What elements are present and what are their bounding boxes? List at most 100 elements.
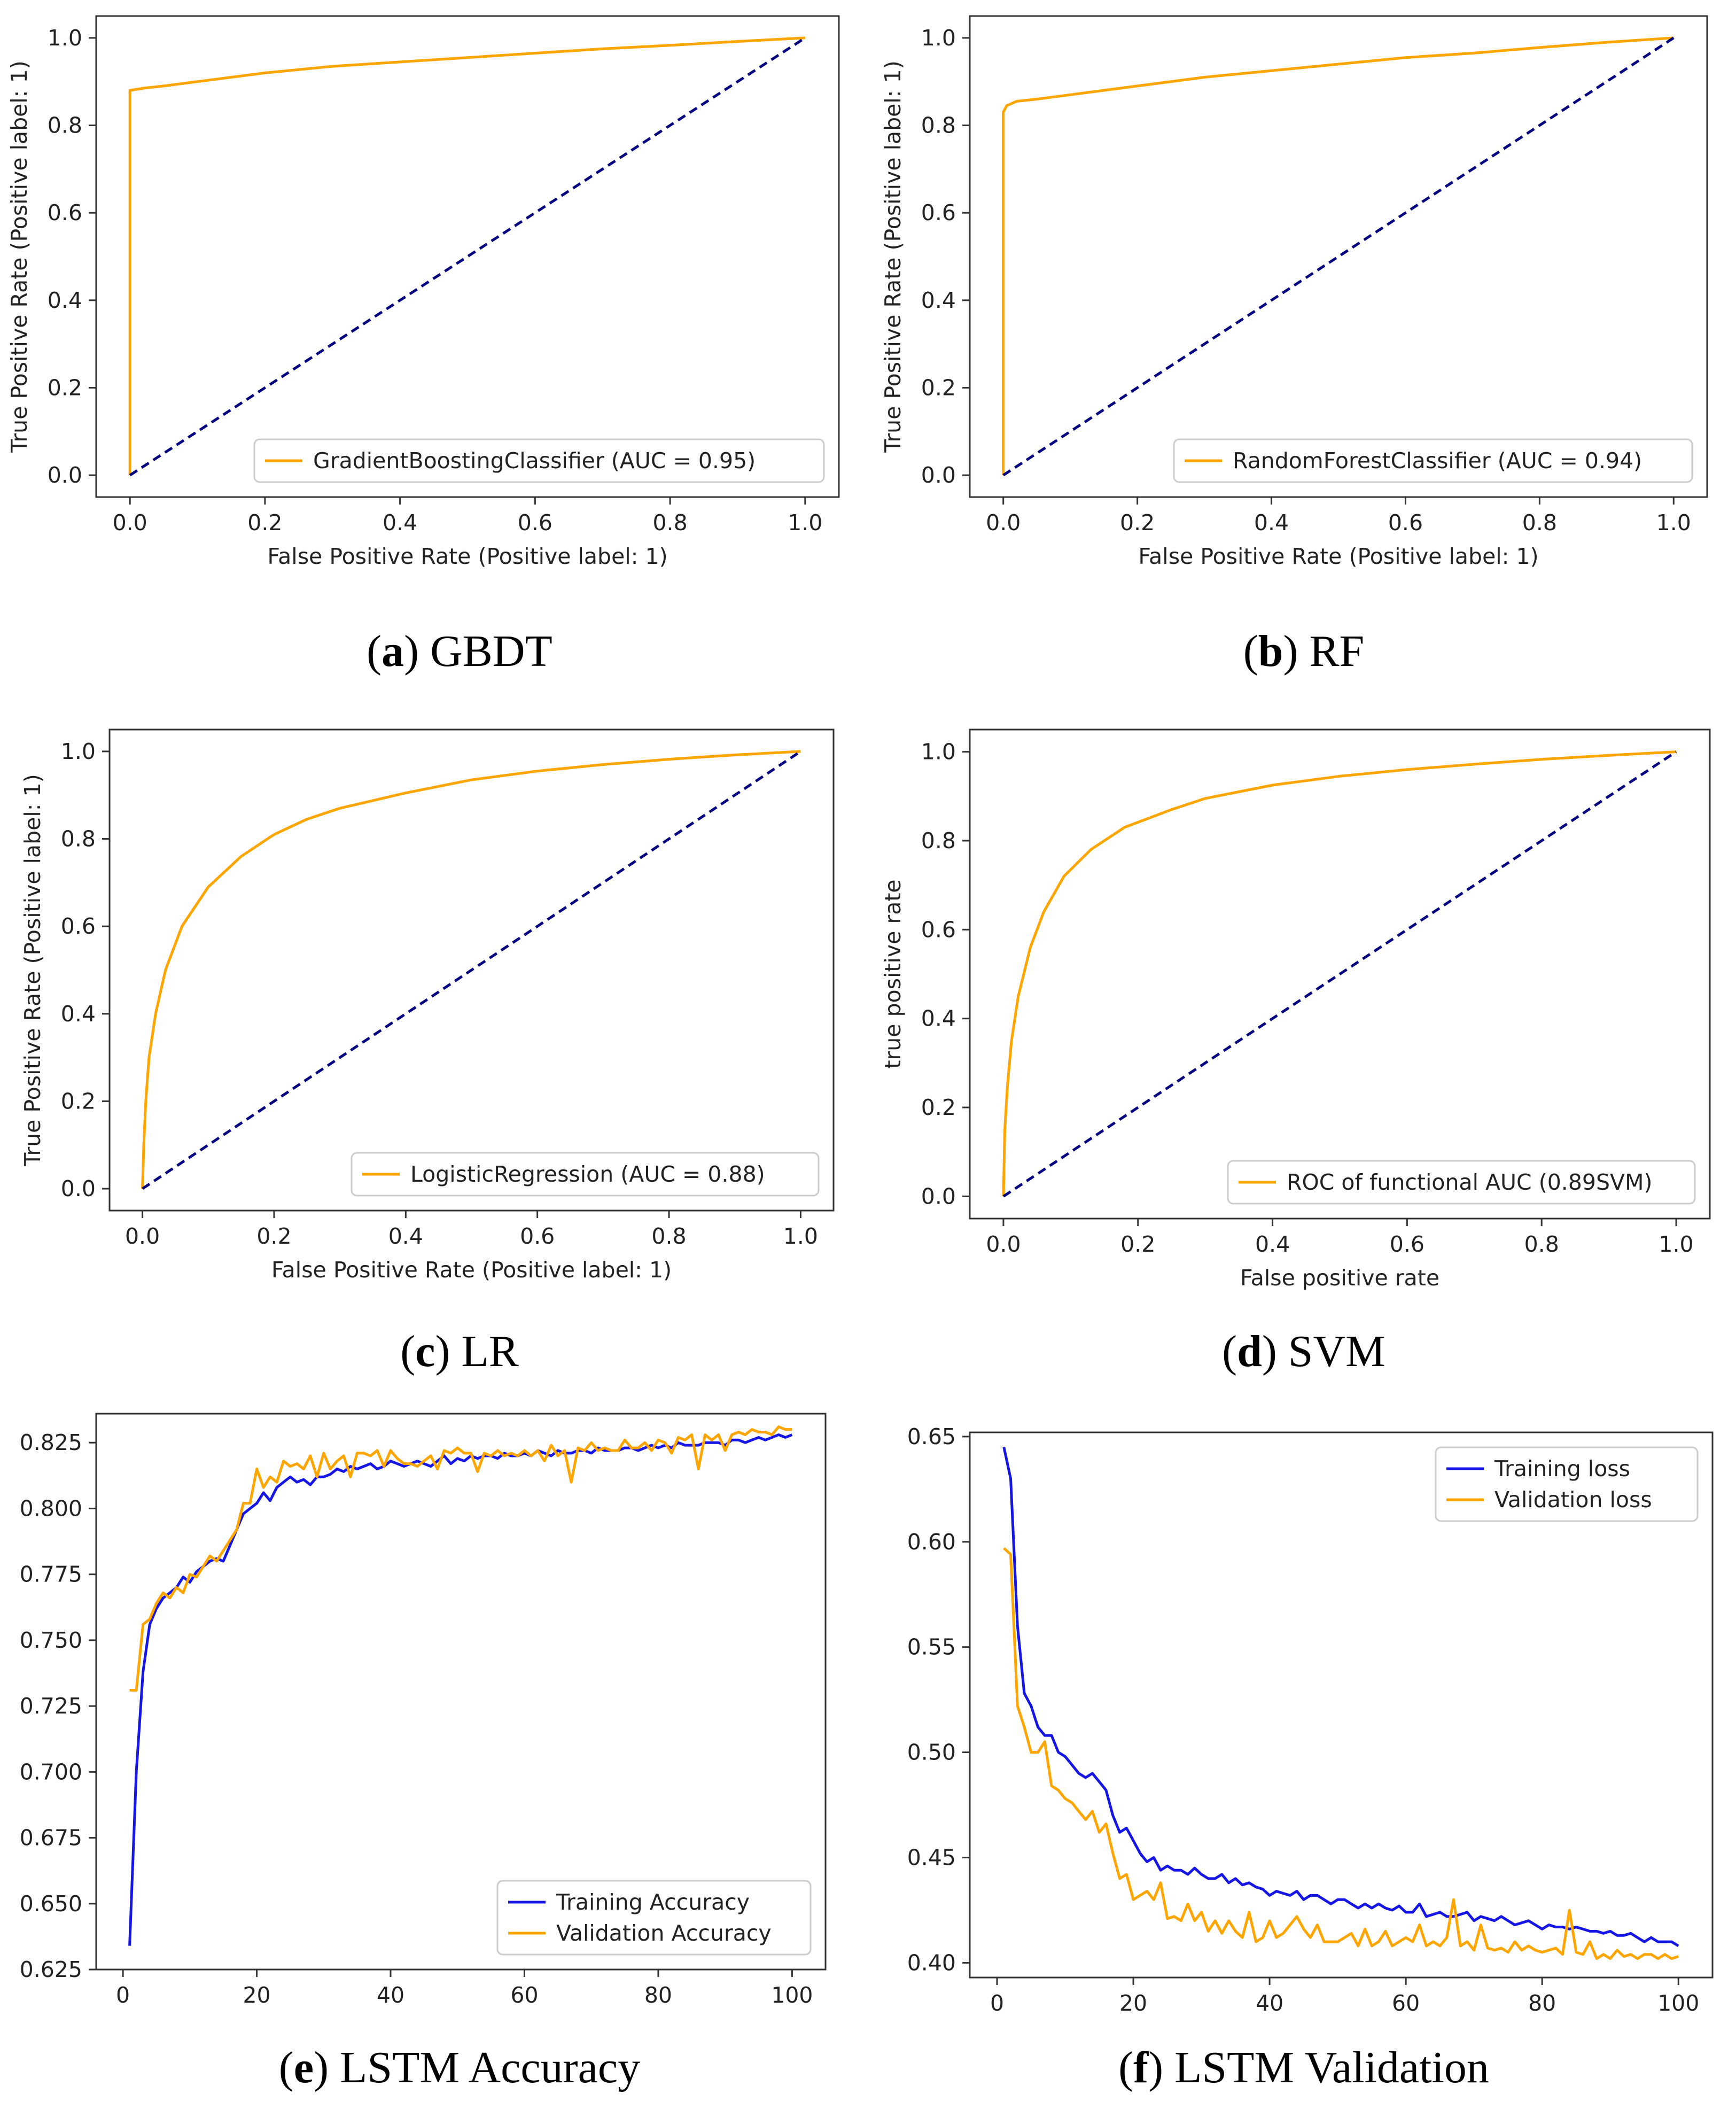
legend-box <box>253 438 825 483</box>
x-axis-label: False Positive Rate (Positive label: 1) <box>267 544 667 569</box>
legend-box <box>351 1152 820 1197</box>
x-tick-label: 0.0 <box>986 510 1021 536</box>
legend-box <box>496 1880 812 1956</box>
plot-frame <box>969 15 1708 498</box>
x-tick-label: 0.4 <box>388 1223 423 1249</box>
y-tick-label: 0.650 <box>20 1891 82 1917</box>
y-tick-label: 0.50 <box>907 1740 956 1765</box>
y-tick-label: 1.0 <box>921 739 956 765</box>
x-tick-label: 1.0 <box>1656 510 1691 536</box>
legend-label: Training loss <box>1494 1456 1630 1482</box>
x-tick-label: 0.4 <box>1255 1231 1290 1257</box>
lstm-accuracy-chart: 0 20 40 60 80 100 0.625 0.650 0.675 0.700 0.725 0.7… <box>20 1413 827 2008</box>
y-tick-label: 0.800 <box>20 1495 82 1521</box>
legend-box <box>1173 438 1693 483</box>
series-line-randomforestclassifier-auc-0-94 <box>1002 36 1674 476</box>
chart-panel-c: 0.0 0.2 0.4 0.6 0.8 1.0 0.0 0.2 0.4 0.6 0.8 1.0 Fals… <box>0 716 866 1299</box>
y-tick-label: 0.2 <box>921 1095 956 1120</box>
x-tick-label: 0.2 <box>1120 1231 1155 1257</box>
x-tick-label: 80 <box>1528 1990 1556 2016</box>
roc-chart-gbdt: 0.0 0.2 0.4 0.6 0.8 1.0 0.0 0.2 0.4 0.6 0.8 1.0 Fals… <box>6 15 840 569</box>
y-tick-label: 0.825 <box>20 1430 82 1455</box>
y-tick-label: 1.0 <box>921 25 956 51</box>
y-tick-label: 0.0 <box>61 1176 96 1201</box>
y-tick-label: 0.0 <box>921 462 956 488</box>
y-tick-label: 0.700 <box>20 1759 82 1785</box>
y-tick-label: 0.2 <box>48 375 82 400</box>
y-tick-label: 0.6 <box>61 913 96 939</box>
series-line-chance <box>1002 750 1677 1198</box>
x-tick-label: 20 <box>243 1982 270 2008</box>
chart-panel-e: 0 20 40 60 80 100 0.625 0.650 0.675 0.700 0.725 0.7… <box>0 1400 866 2020</box>
series-line-chance <box>1002 36 1675 477</box>
x-tick-label: 0 <box>116 1982 130 2008</box>
series-line-gradientboostingclassifier-auc-0-95 <box>128 36 805 476</box>
x-tick-label: 0.8 <box>1524 1231 1559 1257</box>
y-axis-label: true positive rate <box>880 879 906 1068</box>
y-tick-label: 0.4 <box>61 1001 96 1027</box>
x-tick-label: 0.2 <box>256 1223 291 1249</box>
roc-chart-rf: 0.0 0.2 0.4 0.6 0.8 1.0 0.0 0.2 0.4 0.6 0.8 1.0 Fals… <box>880 15 1708 569</box>
series-line-validation-accuracy <box>129 1425 792 1692</box>
chart-panel-a: 0.0 0.2 0.4 0.6 0.8 1.0 0.0 0.2 0.4 0.6 0.8 1.0 Fals… <box>0 0 866 604</box>
x-tick-label: 40 <box>377 1982 404 2008</box>
chart-panel-f: 0 20 40 60 80 100 0.40 0.45 0.50 0.55 0.60 0.65 Trai… <box>871 1400 1736 2020</box>
plot-frame <box>95 15 840 498</box>
series-line-training-loss <box>1002 1447 1679 1948</box>
x-tick-label: 0.8 <box>651 1223 686 1249</box>
y-tick-label: 0.625 <box>20 1957 82 1982</box>
chart-panel-d: 0.0 0.2 0.4 0.6 0.8 1.0 0.0 0.2 0.4 0.6 0.8 1.0 Fals… <box>871 716 1736 1299</box>
y-tick-label: 1.0 <box>61 739 96 764</box>
y-tick-label: 0.6 <box>921 200 956 226</box>
plot-frame <box>108 728 835 1212</box>
legend-label: Validation Accuracy <box>556 1920 772 1946</box>
x-tick-label: 0.6 <box>518 510 552 536</box>
caption-d: (d) SVM <box>1222 1327 1385 1376</box>
plot-frame <box>969 1431 1714 1979</box>
x-tick-label: 40 <box>1256 1990 1283 2016</box>
x-tick-label: 0.0 <box>986 1231 1021 1257</box>
legend-label: ROC of functional AUC (0.89SVM) <box>1287 1169 1652 1195</box>
x-tick-label: 1.0 <box>788 510 822 536</box>
y-axis-label: True Positive Rate (Positive label: 1) <box>20 774 45 1166</box>
x-tick-label: 0.4 <box>1254 510 1289 536</box>
legend-label: RandomForestClassifier (AUC = 0.94) <box>1233 448 1642 474</box>
x-tick-label: 0.2 <box>1120 510 1155 536</box>
legend-label: GradientBoostingClassifier (AUC = 0.95) <box>313 448 756 474</box>
series-line-logisticregression-auc-0-88 <box>141 750 801 1189</box>
legend-box <box>1227 1160 1696 1205</box>
y-tick-label: 0.60 <box>907 1529 956 1555</box>
x-tick-label: 0.8 <box>652 510 687 536</box>
x-axis-label: False Positive Rate (Positive label: 1) <box>271 1257 672 1283</box>
x-tick-label: 1.0 <box>1659 1231 1693 1257</box>
y-tick-label: 0.4 <box>921 1006 956 1032</box>
x-tick-label: 0.6 <box>1390 1231 1424 1257</box>
y-tick-label: 0.775 <box>20 1562 82 1587</box>
x-tick-label: 0.0 <box>125 1223 160 1249</box>
x-tick-label: 60 <box>1392 1990 1420 2016</box>
x-tick-label: 0.2 <box>247 510 282 536</box>
caption-f: (f) LSTM Validation <box>1118 2043 1489 2092</box>
x-tick-label: 80 <box>644 1982 672 2008</box>
series-line-roc-of-functional-auc-0-89svm <box>1002 750 1677 1197</box>
x-axis-label: False Positive Rate (Positive label: 1) <box>1138 544 1538 569</box>
x-axis-label: False positive rate <box>1240 1265 1439 1291</box>
chart-panel-b: 0.0 0.2 0.4 0.6 0.8 1.0 0.0 0.2 0.4 0.6 0.8 1.0 Fals… <box>871 0 1736 604</box>
y-axis-label: True Positive Rate (Positive label: 1) <box>6 60 32 453</box>
y-tick-label: 0.8 <box>921 828 956 854</box>
plot-frame <box>969 728 1711 1220</box>
y-tick-label: 1.0 <box>48 25 82 51</box>
y-tick-label: 0.6 <box>48 200 82 226</box>
x-tick-label: 0 <box>990 1990 1004 2016</box>
legend-label: Validation loss <box>1494 1487 1652 1513</box>
y-tick-label: 0.0 <box>48 462 82 488</box>
y-tick-label: 0.750 <box>20 1627 82 1653</box>
x-tick-label: 1.0 <box>783 1223 818 1249</box>
y-tick-label: 0.675 <box>20 1825 82 1851</box>
y-tick-label: 0.8 <box>921 113 956 138</box>
x-tick-label: 60 <box>510 1982 538 2008</box>
x-tick-label: 100 <box>1657 1990 1699 2016</box>
y-tick-label: 0.55 <box>907 1634 956 1660</box>
caption-c: (c) LR <box>400 1327 519 1376</box>
x-tick-label: 0.4 <box>383 510 417 536</box>
